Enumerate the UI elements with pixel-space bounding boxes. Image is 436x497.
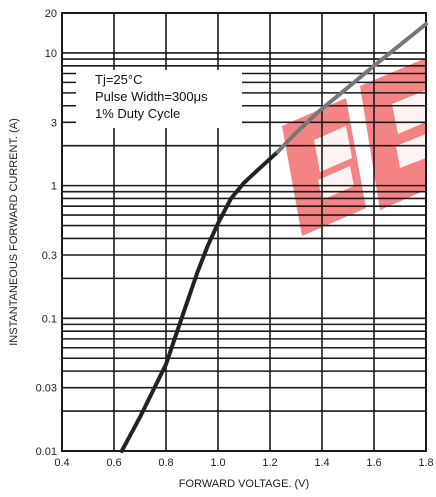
y-tick-label: 20 bbox=[45, 8, 57, 20]
annotation-line: 1% Duty Cycle bbox=[95, 106, 180, 121]
x-axis-label: FORWARD VOLTAGE. (V) bbox=[179, 478, 309, 490]
annotation-line: Pulse Width=300μs bbox=[95, 89, 208, 104]
x-tick-label: 1.0 bbox=[210, 457, 225, 469]
watermark-shape bbox=[314, 126, 352, 172]
y-tick-label: 3 bbox=[51, 117, 57, 129]
x-tick-label: 1.8 bbox=[418, 457, 433, 469]
watermark-shape bbox=[396, 134, 426, 168]
x-tick-label: 0.8 bbox=[158, 457, 173, 469]
curve-line-upper bbox=[275, 22, 428, 154]
annotation-line: Tj=25°C bbox=[95, 72, 142, 87]
y-tick-label: 0.03 bbox=[36, 383, 57, 395]
annotation-background bbox=[76, 70, 242, 128]
x-tick-label: 1.6 bbox=[366, 457, 381, 469]
y-axis-label: INSTANTANEOUS FORWARD CURRENT. (A) bbox=[8, 118, 20, 346]
y-tick-labels: 0.01 0.03 0.1 0.3 1 3 10 20 bbox=[36, 8, 57, 458]
x-tick-label: 0.6 bbox=[106, 457, 121, 469]
x-tick-label: 1.2 bbox=[262, 457, 277, 469]
x-tick-labels: 0.4 0.6 0.8 1.0 1.2 1.4 1.6 1.8 bbox=[54, 457, 433, 469]
curve-line bbox=[119, 149, 280, 453]
watermark-shape bbox=[360, 58, 426, 210]
y-tick-label: 10 bbox=[45, 48, 57, 60]
x-tick-label: 1.4 bbox=[314, 457, 329, 469]
watermark-logo bbox=[282, 58, 426, 236]
x-tick-label: 0.4 bbox=[54, 457, 69, 469]
y-tick-label: 0.1 bbox=[42, 313, 57, 325]
y-tick-label: 1 bbox=[51, 181, 57, 193]
forward-current-curve bbox=[119, 22, 428, 453]
annotation-box: Tj=25°C Pulse Width=300μs 1% Duty Cycle bbox=[76, 70, 242, 128]
plot-frame bbox=[61, 12, 427, 452]
y-tick-label: 0.3 bbox=[42, 250, 57, 262]
y-tick-label: 0.01 bbox=[36, 446, 57, 458]
